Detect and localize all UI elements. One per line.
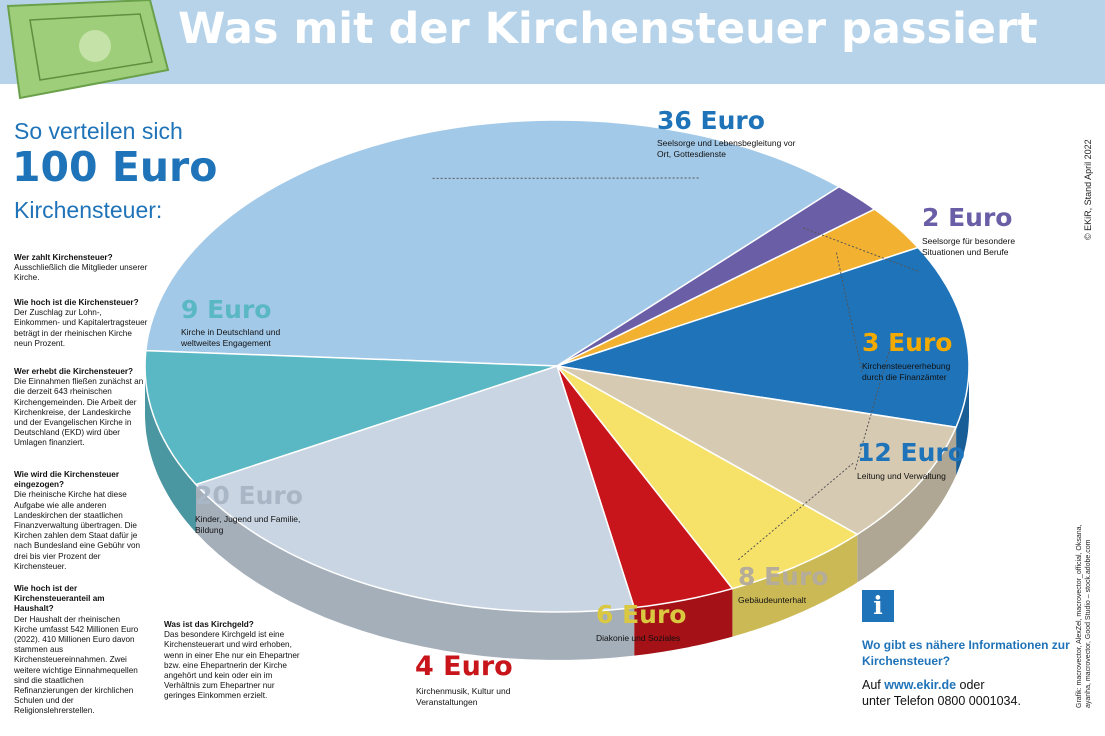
- pie-slice-side-3: [956, 366, 969, 476]
- amount-label-8: 8 Euro: [738, 562, 829, 591]
- header-bar: [0, 0, 1105, 84]
- pie-slice-2: [556, 208, 920, 367]
- info-answer: Auf www.ekir.de oder unter Telefon 0800 …: [862, 678, 1021, 708]
- pie-slice-6: [556, 365, 734, 609]
- slice-label-4: Kirchenmusik, Kultur und Veranstaltungen: [416, 686, 511, 707]
- leader-line-3: [854, 340, 893, 471]
- banknote-icon: [6, 0, 170, 100]
- amount-label-20: 20 Euro: [195, 481, 303, 510]
- slice-label-3: Kirchensteuererhebung durch die Finanzäm…: [862, 361, 951, 382]
- slice-label-6: Diakonie und Soziales: [596, 633, 681, 643]
- pie-slice-1: [556, 185, 876, 367]
- pie-slice-3: [556, 246, 970, 429]
- amount-label-9: 9 Euro: [181, 295, 272, 324]
- faq-item: Wie hoch ist die Kirchensteuer? Der Zusch…: [14, 298, 148, 348]
- pie-slice-side-5: [732, 534, 858, 637]
- slice-label-12: Leitung und Verwaltung: [857, 471, 946, 481]
- amount-label-4: 4 Euro: [415, 651, 513, 682]
- slice-label-2: Seelsorge für besondere Situationen und …: [922, 236, 1016, 257]
- amount-label-6: 6 Euro: [596, 600, 687, 629]
- leader-line-1: [803, 227, 921, 273]
- info-link[interactable]: www.ekir.de: [884, 678, 957, 692]
- pie-slice-4: [556, 365, 958, 536]
- intro-line-1: So verteilen sich: [14, 118, 183, 144]
- amount-label-12: 12 Euro: [857, 438, 965, 467]
- amount-label-2: 2 Euro: [922, 203, 1013, 232]
- pie-slice-5: [556, 365, 859, 590]
- pie-slice-side-6: [634, 588, 733, 656]
- slice-label-9: Kirche in Deutschland und weltweites Eng…: [181, 327, 281, 348]
- amount-label-36: 36 Euro: [657, 106, 765, 135]
- pie-slice-7: [194, 365, 636, 613]
- info-question: Wo gibt es nähere Informationen zur Kirc…: [862, 638, 1070, 668]
- slice-label-36: Seelsorge und Lebensbegleitung vor Ort, …: [657, 138, 796, 159]
- leader-line-4: [737, 462, 854, 561]
- pie-slice-side-7: [196, 484, 635, 660]
- faq-item: Wie hoch ist der Kirchensteueranteil am …: [14, 584, 139, 716]
- pie-slice-side-4: [857, 427, 957, 583]
- faq-item: Was ist das Kirchgeld? Das besondere Kirc…: [164, 620, 300, 701]
- faq-item: Wer zahlt Kirchensteuer? Ausschließlich d…: [14, 253, 148, 283]
- page-title: Was mit der Kirchensteuer passiert: [178, 4, 1038, 54]
- pie-slice-side-8: [145, 366, 196, 533]
- pie-slice-8: [144, 349, 558, 486]
- slice-label-20: Kinder, Jugend und Familie, Bildung: [195, 514, 301, 535]
- amount-label-3: 3 Euro: [862, 328, 953, 357]
- info-icon: i: [862, 590, 894, 622]
- slice-label-8: Gebäudeunterhalt: [738, 595, 807, 605]
- leader-line-2: [835, 252, 863, 373]
- intro-line-3: Kirchensteuer:: [14, 197, 163, 223]
- faq-item: Wer erhebt die Kirchensteuer? Die Einnahm…: [14, 367, 144, 448]
- copyright: © EKiR, Stand April 2022: [1083, 139, 1093, 240]
- pie-slice-0: [144, 119, 841, 367]
- faq-item: Wie wird die Kirchensteuer eingezogen? Di…: [14, 470, 141, 571]
- intro-line-2: 100 Euro: [12, 143, 218, 191]
